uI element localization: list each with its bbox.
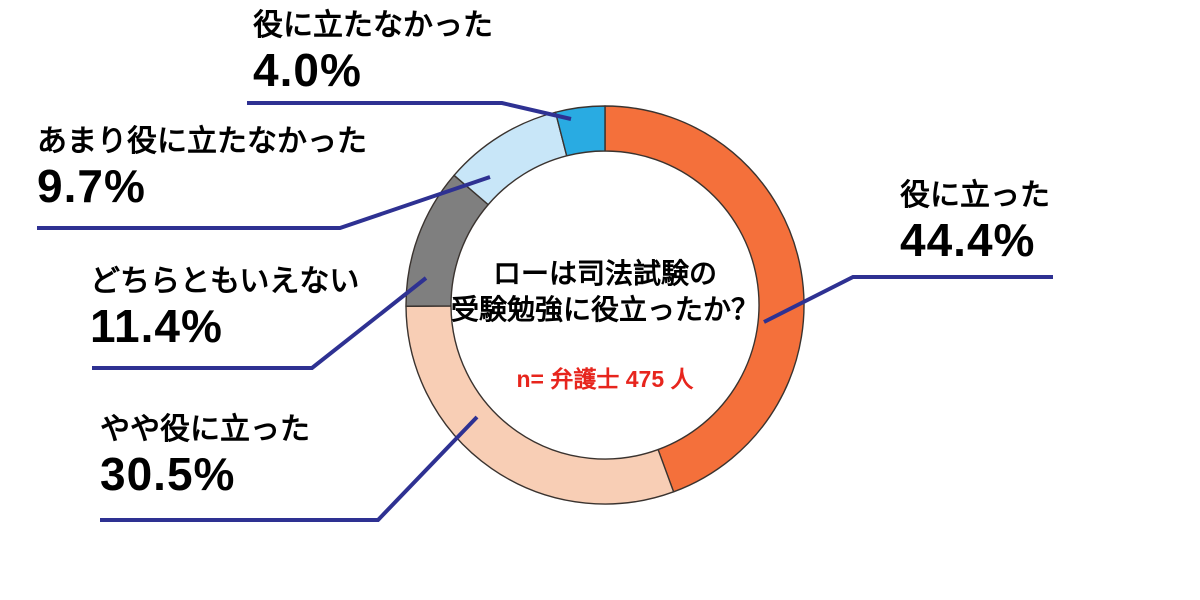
segment-label-neither: どちらともいえない bbox=[90, 265, 360, 298]
leader-line-neither bbox=[92, 276, 428, 370]
segment-value-somewhat-useful: 30.5% bbox=[100, 448, 236, 500]
donut-segments bbox=[405, 105, 805, 505]
segment-value-not-useful: 4.0% bbox=[253, 44, 362, 96]
segment-value-not-very-useful: 9.7% bbox=[37, 160, 146, 212]
callout-not-very-useful: あまり役に立たなかった 9.7% bbox=[37, 124, 367, 213]
leader-line-not-very-useful bbox=[37, 175, 491, 230]
segment-value-useful: 44.4% bbox=[900, 214, 1036, 266]
segment-label-not-very-useful: あまり役に立たなかった bbox=[37, 125, 367, 158]
donut-center-text: ローは司法試験の 受験勉強に役立ったか？ n= 弁護士 475 人 bbox=[405, 256, 805, 394]
callout-somewhat-useful: やや役に立った 30.5% bbox=[100, 412, 310, 501]
leader-line-not-useful bbox=[247, 101, 572, 121]
segment-label-not-useful: 役に立たなかった bbox=[253, 9, 493, 42]
leader-line-useful bbox=[763, 275, 1053, 324]
donut-segment-0 bbox=[604, 105, 805, 493]
sample-size-note: n= 弁護士 475 人 bbox=[516, 365, 694, 392]
segment-label-useful: 役に立った bbox=[900, 179, 1050, 212]
callout-not-useful: 役に立たなかった 4.0% bbox=[253, 8, 493, 97]
segment-value-neither: 11.4% bbox=[90, 300, 223, 352]
callout-useful: 役に立った 44.4% bbox=[900, 178, 1050, 267]
segment-label-somewhat-useful: やや役に立った bbox=[100, 413, 310, 446]
question-line-1: ローは司法試験の bbox=[492, 258, 717, 289]
callout-neither: どちらともいえない 11.4% bbox=[90, 264, 359, 353]
leader-line-somewhat-useful bbox=[100, 415, 479, 522]
question-line-2: 受験勉強に役立ったか？ bbox=[450, 293, 759, 325]
